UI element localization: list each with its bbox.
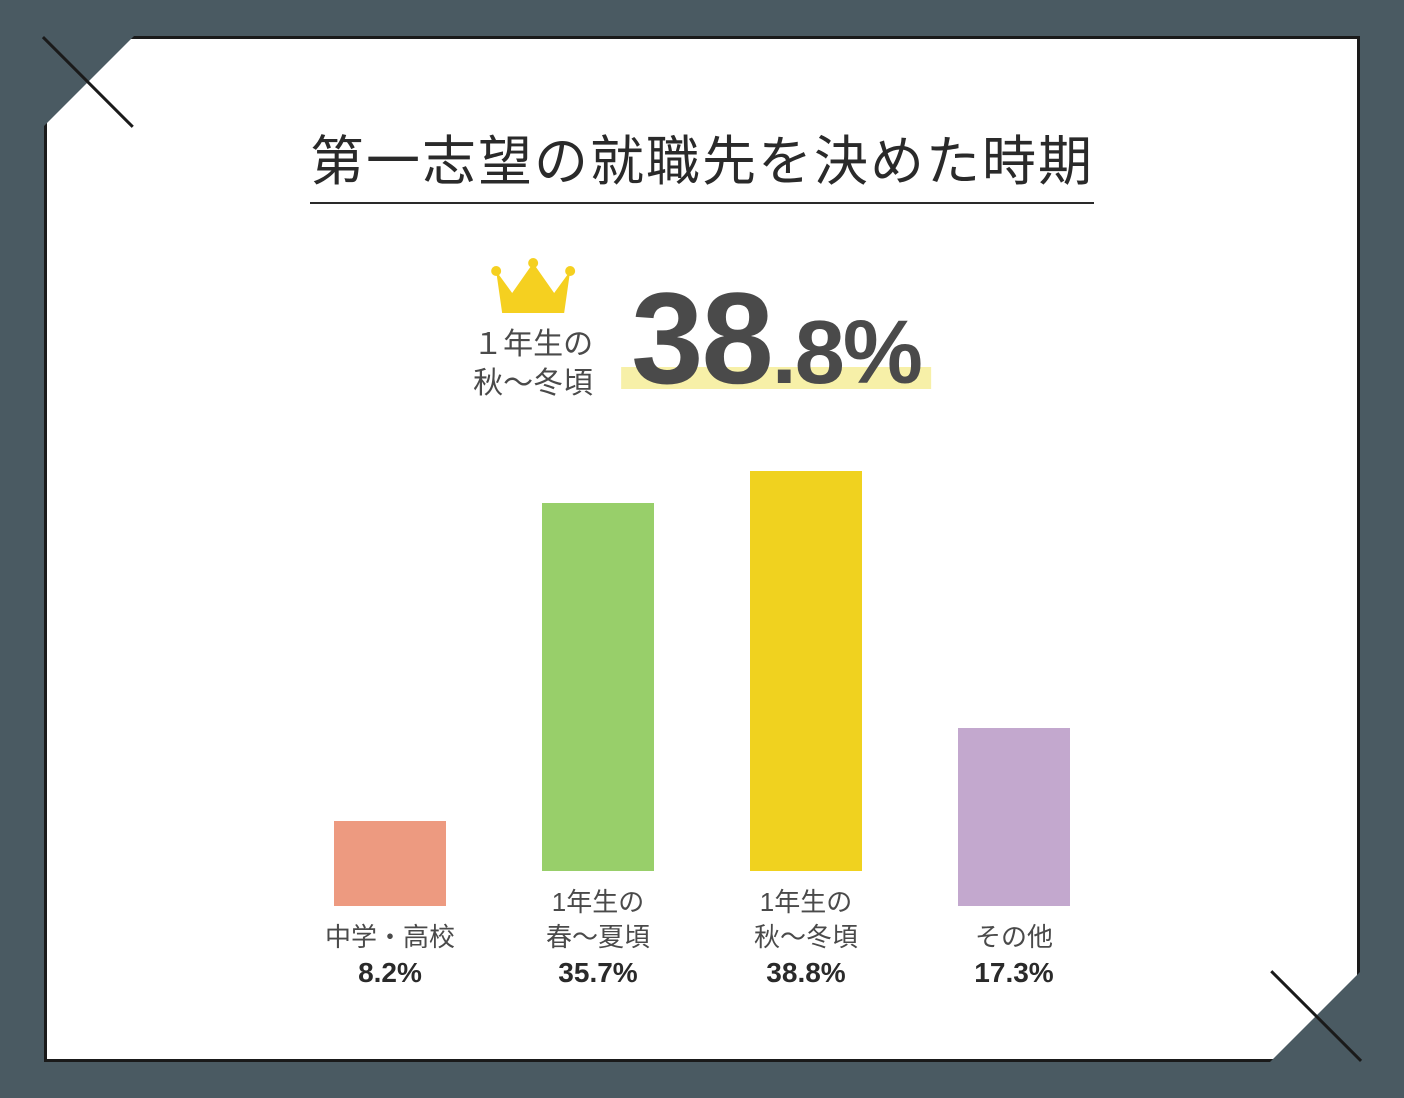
- bar: [542, 503, 654, 871]
- callout-label: １年生の 秋〜冬頃: [473, 325, 593, 403]
- bar-chart: 中学・高校8.2%1年生の春〜夏頃35.7%1年生の秋〜冬頃38.8%その他17…: [315, 471, 1089, 989]
- bar-label-line1: 1年生の: [546, 885, 650, 920]
- bar: [750, 471, 862, 871]
- chart-title: 第一志望の就職先を決めた時期: [310, 117, 1094, 204]
- highlight-callout: １年生の 秋〜冬頃 38.8%: [473, 257, 931, 403]
- crown-icon: [490, 257, 576, 319]
- infographic-card: 第一志望の就職先を決めた時期 １年生の 秋〜冬頃 38.8% 中学・高: [44, 36, 1360, 1062]
- callout-value-wrap: 38.8%: [621, 273, 931, 403]
- bar-label: 1年生の春〜夏頃: [546, 885, 650, 955]
- bar-label: その他: [975, 920, 1053, 955]
- callout-value-small: .8%: [772, 303, 921, 403]
- bar-label-line2: 秋〜冬頃: [754, 920, 858, 955]
- corner-cut-top-left: [44, 36, 134, 126]
- bar-group: その他17.3%: [939, 728, 1089, 989]
- bar-group: 1年生の秋〜冬頃38.8%: [731, 471, 881, 989]
- bar-label-line2: 春〜夏頃: [546, 920, 650, 955]
- bar-group: 中学・高校8.2%: [315, 821, 465, 989]
- bar-label-line1: 1年生の: [754, 885, 858, 920]
- callout-value-big: 38: [631, 265, 772, 411]
- bar-label: 中学・高校: [325, 920, 455, 955]
- callout-value: 38.8%: [631, 370, 921, 387]
- bar-label: 1年生の秋〜冬頃: [754, 885, 858, 955]
- bar-value: 17.3%: [974, 957, 1053, 989]
- callout-label-line1: １年生の: [473, 325, 593, 364]
- bar-value: 8.2%: [358, 957, 422, 989]
- bar-value: 35.7%: [558, 957, 637, 989]
- bar-label-line1: 中学・高校: [325, 920, 455, 955]
- bar: [958, 728, 1070, 906]
- bar: [334, 821, 446, 906]
- bar-value: 38.8%: [766, 957, 845, 989]
- bar-label-line1: その他: [975, 920, 1053, 955]
- callout-label-line2: 秋〜冬頃: [473, 364, 593, 403]
- corner-cut-bottom-right: [1270, 972, 1360, 1062]
- callout-left: １年生の 秋〜冬頃: [473, 257, 593, 403]
- bar-group: 1年生の春〜夏頃35.7%: [523, 503, 673, 989]
